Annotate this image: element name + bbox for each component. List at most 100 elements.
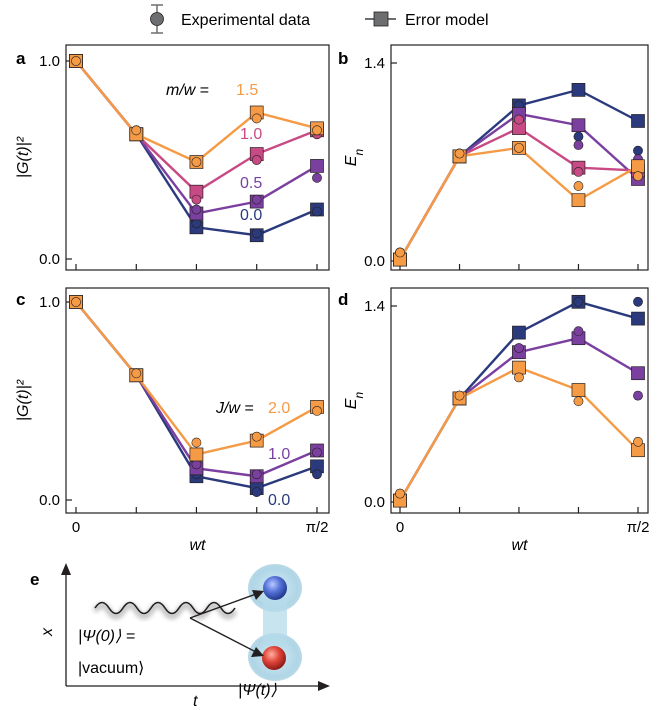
y-tick-label: 0.0 [364,494,385,511]
y-axis-label: En [343,149,366,167]
panel-d: d 0.0 1.4 0 π/2 wt En [338,287,649,554]
experimental-point [573,131,584,142]
arrow-to-top-head [252,590,264,600]
experimental-point [633,145,643,156]
experimental-point [251,469,262,480]
legend-model-marker [373,11,389,27]
arrow-to-top-shaft [189,593,257,619]
panels: a 0.0 1.0 |G(t)|² 0.0 0.5 1.0 1.5 m/w = b 0.0 1.4 E… [15,44,649,554]
experimental-point [514,114,524,125]
legend-experimental-marker [150,12,164,26]
experimental-point [633,296,643,307]
diagram-y-axis-arrow [61,563,71,575]
y-tick-label: 0.0 [39,492,60,509]
plot-frame [65,44,330,271]
experimental-point [312,172,322,183]
experimental-point [251,155,262,165]
y-tick-label: 1.0 [39,294,60,311]
initial-state-line2: |vacuum⟩ [78,660,144,677]
series-label: 2.0 [268,400,290,417]
experimental-point [251,431,262,442]
experimental-point [251,228,262,239]
model-marker [571,383,586,397]
diagram-x-axis-label: t [193,693,198,710]
series-line [75,60,318,164]
experimental-point [251,113,262,124]
experimental-point [131,125,142,136]
model-marker [310,159,324,173]
experimental-point [573,326,584,337]
series-line [75,301,318,456]
plot-frame [65,287,330,514]
experimental-point [573,140,584,150]
experimental-point [633,390,643,401]
series-1.0 [393,114,645,267]
model-marker [512,325,526,340]
plot-frame [390,44,649,271]
panel-b: b 0.0 1.4 En [338,44,649,271]
experimental-point [312,206,322,217]
wavefunction-cloud-neck [263,598,287,646]
experimental-point [191,437,202,448]
series-1.0: 1.0 [69,54,324,205]
experimental-point [633,436,643,447]
legend: Experimental data Error model [150,4,489,34]
experimental-point [191,157,202,167]
experimental-point [514,142,524,153]
initial-state-line1: |Ψ(0)⟩ = [78,628,135,645]
diagram-e: e t x |Ψ(0)⟩ = |vacuum⟩ |Ψ(t)⟩ [30,563,330,710]
experimental-point [395,247,405,258]
final-state-label: |Ψ(t)⟩ [238,682,278,699]
arrow-to-bottom-head [251,647,264,657]
diagram-y-axis-label: x [39,627,56,637]
series-label: 0.0 [240,207,262,224]
panel-letter-d: d [338,290,348,309]
experimental-point [514,343,524,353]
particle-red-icon [262,646,286,670]
experimental-point [71,56,81,66]
arrow-to-bottom-shaft [189,617,257,653]
panel-letter-c: c [16,290,25,309]
y-tick-label: 0.0 [39,251,60,268]
legend-experimental-label: Experimental data [181,12,310,29]
experimental-point [191,194,202,205]
particle-blue-icon [263,576,287,600]
model-marker [631,114,645,128]
photon-wave [94,601,236,615]
experimental-point [573,181,584,191]
series-2.0 [393,360,645,508]
panel-c: c 0.0 1.0 0 π/2 wt |G(t)|² 0.0 1.0 2.0 J/w = [15,287,330,554]
series-0.0 [393,294,645,508]
model-marker [631,159,645,174]
model-marker [631,311,645,326]
series-label: 0.0 [268,492,290,509]
experimental-point [514,372,524,383]
panel-letter-e: e [30,570,39,589]
experimental-point [312,447,322,458]
experimental-point [573,296,584,307]
panel-letter-a: a [16,49,26,68]
experimental-point [312,405,322,416]
experimental-point [312,125,322,136]
experimental-point [312,469,322,480]
annotation-prefix: m/w = [166,82,209,99]
series-1.5 [393,141,645,267]
model-marker [631,366,645,381]
series-line [398,366,639,502]
model-marker [571,83,586,97]
x-tick-label: π/2 [306,519,329,536]
series-line [75,60,318,194]
series-line [398,146,639,261]
y-axis-label: En [343,392,366,410]
annotation-prefix: J/w = [215,400,254,417]
experimental-point [454,148,465,159]
series-2.0: 2.0 [69,295,324,462]
x-axis-label: wt [190,537,207,554]
series-label: 1.0 [240,126,262,143]
model-marker [512,360,526,375]
plot-frame [390,287,649,514]
model-marker [571,193,586,208]
experimental-point [131,368,142,379]
series-1.5: 1.5 [69,54,324,169]
experimental-point [573,396,584,407]
